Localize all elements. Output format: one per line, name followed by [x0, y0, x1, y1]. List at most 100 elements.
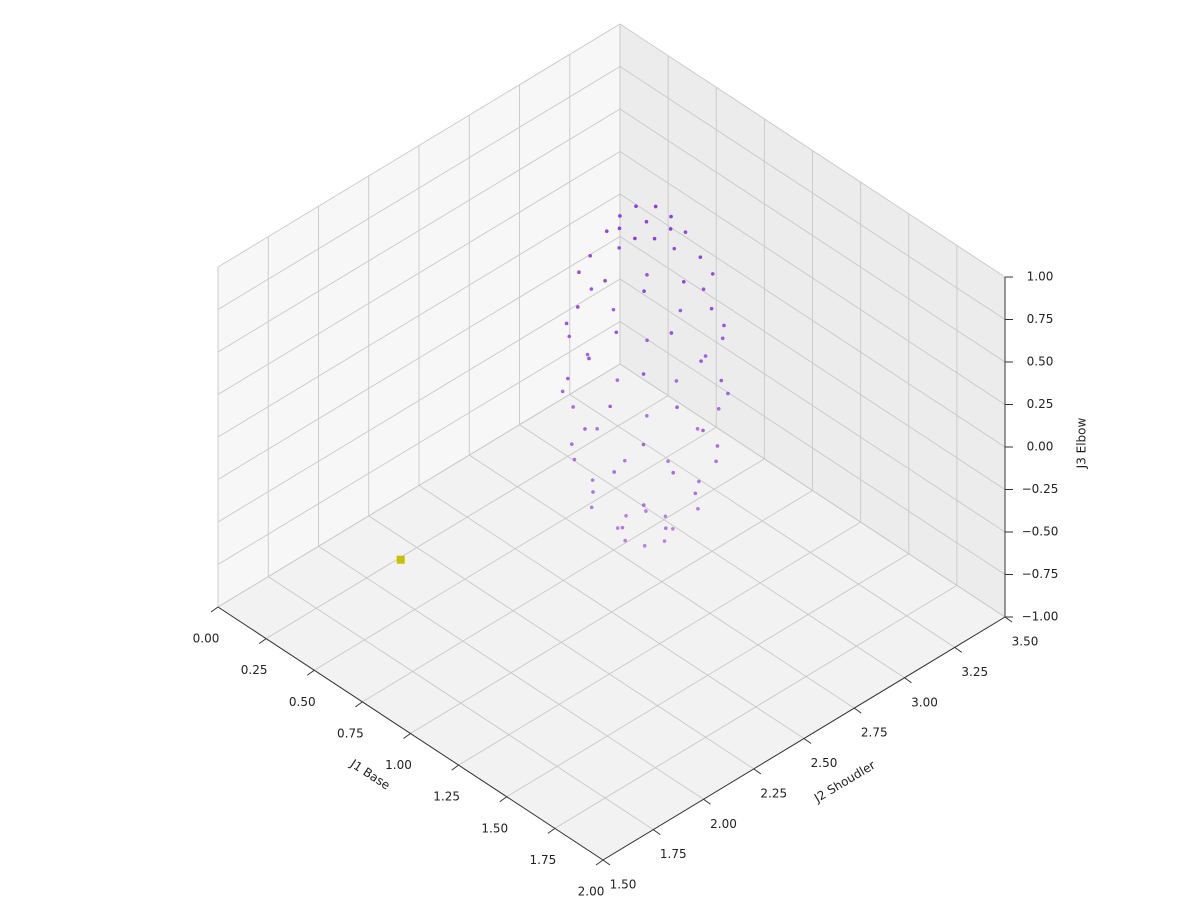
- point: [720, 336, 725, 341]
- grid-line: [217, 66, 621, 310]
- point: [589, 505, 594, 510]
- x-tick: [306, 669, 315, 676]
- grid-line: [418, 485, 805, 739]
- point: [624, 513, 628, 518]
- point: [681, 279, 686, 284]
- z-axis-label: J3 Elbow: [1075, 417, 1089, 469]
- point: [615, 378, 620, 382]
- grid-line: [268, 576, 654, 831]
- x-tick: [547, 827, 556, 834]
- point: [634, 204, 638, 208]
- point: [674, 379, 679, 383]
- y-tick: [954, 646, 963, 653]
- point: [644, 219, 649, 224]
- grid-line: [217, 151, 621, 395]
- grid: [217, 23, 1006, 861]
- point: [672, 246, 677, 251]
- z-tick-label: 0.75: [1027, 312, 1054, 326]
- point: [666, 459, 670, 464]
- point: [604, 229, 609, 233]
- point: [669, 331, 674, 335]
- grid-line: [318, 545, 704, 800]
- grid-line: [217, 108, 621, 353]
- grid-line: [619, 321, 1006, 575]
- point: [663, 526, 668, 530]
- point: [615, 526, 620, 530]
- point: [590, 478, 595, 482]
- point: [620, 525, 625, 530]
- x-tick-label: 0.25: [241, 663, 268, 677]
- y-tick-label: 2.25: [760, 786, 787, 800]
- y-tick-label: 3.25: [961, 665, 988, 679]
- point: [641, 442, 646, 447]
- point: [591, 490, 595, 494]
- point: [608, 404, 612, 409]
- point: [575, 305, 580, 309]
- x-tick-label: 0.75: [337, 726, 364, 740]
- marks: [396, 204, 730, 564]
- point: [678, 308, 683, 313]
- grid-line: [217, 363, 621, 608]
- point: [595, 427, 599, 431]
- point: [603, 278, 607, 283]
- x-tick-label: 0.00: [193, 632, 220, 646]
- grid-line: [217, 193, 621, 438]
- point: [560, 389, 565, 394]
- point: [669, 214, 673, 219]
- point: [645, 273, 649, 277]
- x-tick: [355, 701, 363, 708]
- point: [622, 458, 627, 463]
- x-tick: [210, 606, 219, 613]
- point: [703, 354, 708, 358]
- point: [644, 509, 648, 513]
- point: [715, 444, 720, 448]
- point: [699, 359, 703, 363]
- point: [641, 503, 646, 507]
- y-tick: [1004, 616, 1013, 623]
- point: [589, 287, 594, 291]
- point: [641, 372, 646, 376]
- y-tick: [703, 798, 711, 805]
- point: [662, 539, 667, 543]
- point: [396, 555, 405, 564]
- x-tick-label: 0.50: [289, 695, 316, 709]
- y-tick: [753, 768, 762, 775]
- grid-line: [217, 236, 621, 480]
- y-tick-label: 1.50: [610, 878, 637, 892]
- point: [663, 514, 668, 519]
- point: [709, 306, 714, 311]
- point: [583, 427, 587, 431]
- point: [697, 479, 701, 484]
- point: [577, 270, 581, 275]
- y-tick: [602, 859, 611, 866]
- point: [587, 356, 591, 361]
- point: [714, 459, 718, 464]
- x-tick-label: 1.00: [385, 758, 412, 772]
- grid-line: [619, 193, 1006, 448]
- point: [695, 427, 700, 431]
- point: [696, 506, 700, 511]
- z-tick-label: −0.50: [1022, 525, 1059, 539]
- point: [618, 214, 622, 218]
- z-tick-label: 0.00: [1027, 440, 1054, 454]
- grid-line: [217, 278, 621, 523]
- point: [588, 253, 592, 258]
- grid-line: [619, 236, 1006, 490]
- grid-line: [619, 23, 1006, 278]
- point: [701, 428, 705, 433]
- point: [623, 538, 627, 543]
- y-tick-label: 3.50: [1012, 635, 1039, 649]
- point: [716, 406, 721, 411]
- point: [571, 405, 575, 409]
- grid-line: [469, 454, 855, 709]
- grid-line: [217, 321, 621, 565]
- point: [566, 376, 570, 381]
- x-tick: [258, 638, 267, 645]
- grid-line: [368, 515, 754, 770]
- z-tick-label: 0.50: [1027, 355, 1054, 369]
- grid-line: [619, 66, 1006, 320]
- point: [671, 470, 676, 475]
- point: [612, 470, 616, 474]
- point: [585, 352, 590, 357]
